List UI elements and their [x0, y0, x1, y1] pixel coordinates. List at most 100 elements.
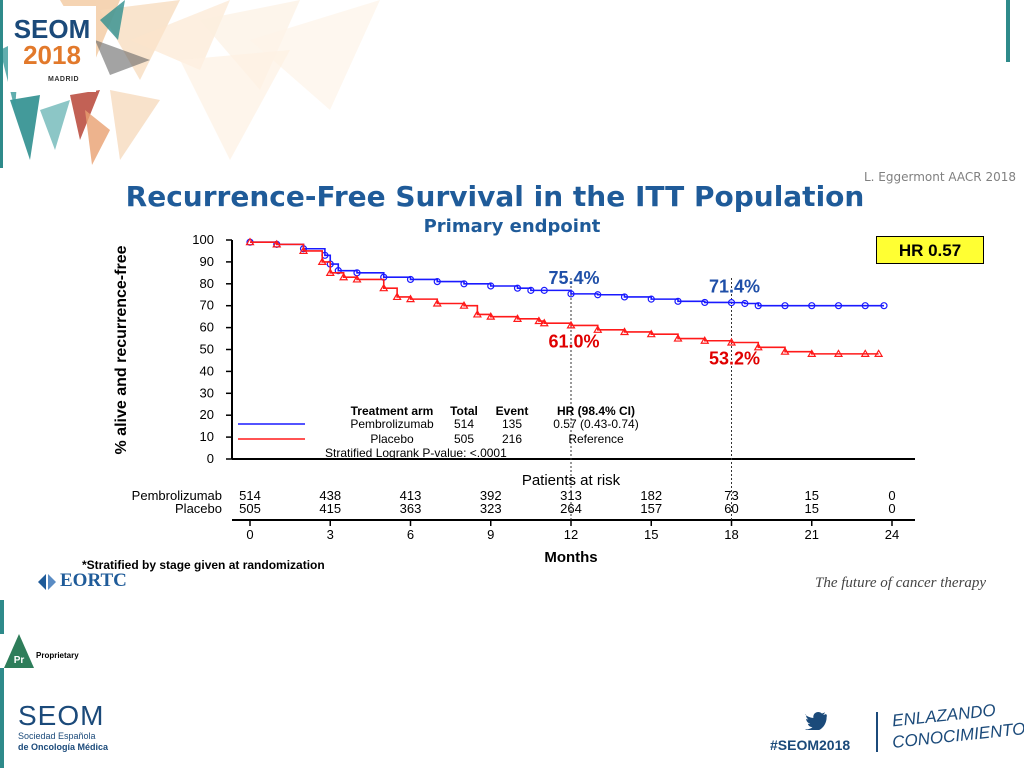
x-tick-label: 21: [805, 527, 819, 542]
legend-cell: 505: [454, 432, 474, 446]
y-tick-label: 10: [200, 429, 214, 444]
risk-cell: 415: [319, 501, 341, 516]
slide-title: Recurrence-Free Survival in the ITT Popu…: [125, 180, 865, 213]
x-tick-label: 12: [564, 527, 578, 542]
series-point: [379, 283, 389, 292]
risk-cell: 182: [640, 488, 662, 503]
series-point: [727, 299, 736, 307]
risk-cell: 0: [888, 488, 895, 503]
series-point: [780, 346, 790, 355]
series-point: [487, 282, 495, 290]
legend-header: Treatment arm: [351, 404, 434, 418]
series-point: [741, 299, 749, 308]
citation: L. Eggermont AACR 2018: [863, 170, 1016, 184]
seom-footer-subtitle: de Oncología Médica: [18, 742, 109, 752]
logo-city-text: MADRID: [48, 76, 79, 83]
x-tick-label: 0: [246, 527, 253, 542]
legend-header: HR (98.4% CI): [557, 404, 635, 418]
risk-cell: 15: [805, 488, 819, 503]
series-point: [433, 278, 441, 286]
risk-cell: 0: [888, 501, 895, 516]
legend-cell: Placebo: [370, 432, 414, 446]
series-point: [833, 349, 844, 357]
risk-cell: 264: [560, 501, 582, 516]
series-point: [486, 311, 496, 320]
series-point: [646, 329, 656, 338]
left-accent-bar: [0, 600, 4, 634]
series-point: [619, 327, 630, 336]
risk-row-label: Pembrolizumab: [132, 488, 222, 503]
y-tick-label: 40: [200, 363, 214, 378]
series-point: [539, 318, 549, 327]
risk-cell: 392: [480, 488, 502, 503]
series-point: [834, 302, 843, 310]
series-point: [245, 237, 255, 246]
series-point: [460, 280, 468, 288]
series-point: [861, 302, 869, 310]
seom-footer-subtitle: Sociedad Española: [18, 731, 96, 741]
seom-footer-logo: SEOM: [18, 700, 105, 731]
eortc-logo-text: EORTC: [60, 570, 127, 591]
series-point: [620, 293, 629, 301]
series-point: [673, 333, 683, 342]
annotation-label: 53.2%: [709, 348, 760, 368]
series-point: [807, 349, 817, 357]
chart-annotations: 75.4% 71.4% 61.0% 53.2%: [548, 268, 760, 369]
legend-header: Total: [450, 404, 478, 418]
legend-cell: 514: [454, 417, 474, 431]
series-point: [352, 274, 362, 283]
series-point: [298, 246, 309, 255]
y-tick-label: 90: [200, 254, 214, 269]
y-tick-label: 20: [200, 407, 214, 422]
series-point: [701, 298, 709, 307]
series-point: [405, 294, 416, 303]
x-tick-label: 24: [885, 527, 899, 542]
right-accent-bar: [1006, 0, 1010, 62]
legend-cell: 135: [502, 417, 522, 431]
logo-year-text: 2018: [23, 40, 81, 70]
chart-legend: Treatment arm Total Event HR (98.4% CI) Pemb…: [238, 404, 639, 460]
series-point: [567, 290, 575, 298]
series-point: [512, 314, 523, 322]
risk-cell: 438: [319, 488, 341, 503]
series-placebo: [245, 237, 884, 357]
series-point: [753, 342, 763, 351]
series-point: [406, 275, 415, 284]
legend-cell: 216: [502, 432, 522, 446]
series-point: [874, 349, 884, 357]
series-point: [808, 302, 816, 310]
seom-2018-logo: SEOM 2018 MADRID: [8, 6, 96, 92]
risk-cell: 15: [805, 501, 819, 516]
series-point: [459, 301, 469, 309]
series-point: [272, 239, 282, 248]
hashtag: #SEOM2018: [770, 737, 851, 753]
risk-table: Pembrolizumab 514 438 413 392 313 182 73 15 0 Plac…: [132, 488, 896, 516]
series-point: [674, 297, 682, 305]
svg-text:Pr: Pr: [14, 655, 25, 666]
x-axis-label: Months: [544, 549, 597, 566]
y-tick-label: 0: [207, 451, 214, 466]
twitter-icon: [805, 712, 827, 730]
legend-note: Stratified Logrank P-value: <.0001: [325, 446, 507, 460]
risk-cell: 514: [239, 488, 261, 503]
legend-cell: Pembrolizumab: [350, 417, 434, 431]
series-point: [317, 257, 327, 265]
series-point: [700, 336, 710, 344]
y-tick-label: 70: [200, 298, 214, 313]
y-tick-label: 80: [200, 276, 214, 291]
chart-series: [245, 237, 888, 357]
slide-subtitle: Primary endpoint: [423, 216, 601, 237]
series-point: [726, 337, 737, 346]
hazard-ratio-box: HR 0.57: [876, 236, 984, 264]
risk-cell: 313: [560, 488, 582, 503]
series-point: [566, 320, 576, 329]
proprietary-icon: Pr: [4, 634, 34, 668]
annotation-label: 61.0%: [548, 331, 599, 351]
x-tick-label: 9: [487, 527, 494, 542]
series-point: [880, 302, 888, 310]
tagline: The future of cancer therapy: [815, 575, 987, 591]
annotation-label: 71.4%: [709, 277, 760, 297]
x-tick-label: 15: [644, 527, 658, 542]
chart-axes: 0 10 20 30 40 50 60 70 80 90 100 0 3 6 9 12 15 18 21 24: [192, 232, 915, 542]
left-accent-bar: [0, 0, 3, 168]
